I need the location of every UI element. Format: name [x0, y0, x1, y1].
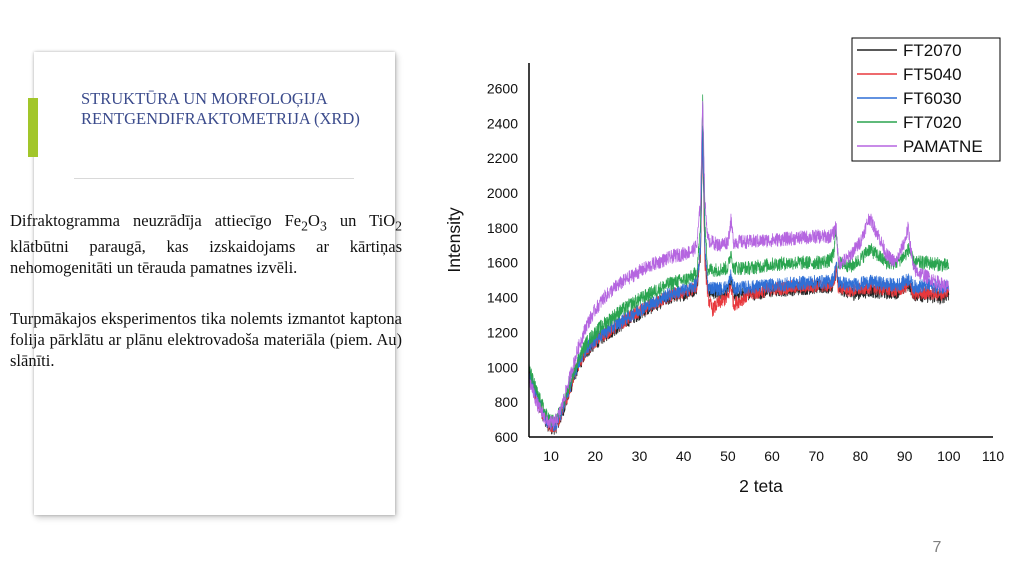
p1-sub-1: 2	[301, 218, 309, 234]
y-tick-label: 1000	[487, 359, 518, 375]
p1-text-1: Difraktogramma neuzrādīja attiecīgo Fe	[10, 211, 302, 230]
content-card	[34, 52, 395, 515]
p1-sub-2: 3	[319, 218, 327, 234]
legend: FT2070 FT5040 FT6030 FT7020 PAMATNE	[851, 37, 1001, 162]
series-layer	[528, 94, 950, 435]
p1-text-4: klātbūtni paraugā, kas izskaidojams ar k…	[10, 237, 402, 278]
y-axis-title: Intensity	[444, 207, 464, 272]
y-tick-label: 800	[495, 394, 519, 410]
x-axis-title: 2 teta	[739, 476, 783, 496]
y-tick-label: 2600	[487, 80, 518, 96]
legend-label-ft5040: FT5040	[903, 65, 962, 84]
page-number: 7	[932, 539, 942, 556]
p1-text-3: un TiO	[326, 211, 396, 230]
title-accent-bar	[28, 98, 38, 157]
x-tick-label: 90	[897, 448, 913, 464]
y-tick-label: 2000	[487, 185, 518, 201]
y-tick-label: 1200	[487, 324, 518, 340]
title-divider	[74, 178, 354, 179]
legend-label-ft7020: FT7020	[903, 113, 962, 132]
paragraph-next-steps: Turpmākajos eksperimentos tika nolemts i…	[10, 309, 402, 370]
p1-text-2: O	[308, 211, 320, 230]
x-tick-label: 110	[982, 448, 1005, 464]
x-tick-label: 20	[587, 448, 603, 464]
legend-label-ft6030: FT6030	[903, 89, 962, 108]
series-line-ft7020	[528, 94, 950, 427]
p1-sub-3: 2	[395, 218, 402, 234]
x-tick-label: 60	[764, 448, 780, 464]
x-tick-label: 80	[853, 448, 869, 464]
x-tick-label: 10	[543, 448, 559, 464]
y-tick-label: 1800	[487, 220, 518, 236]
y-tick-label: 2400	[487, 115, 518, 131]
legend-label-ft2070: FT2070	[903, 41, 962, 60]
x-tick-label: 40	[676, 448, 692, 464]
legend-label-pamatne: PAMATNE	[903, 137, 983, 156]
y-tick-label: 1400	[487, 290, 518, 306]
x-tick-label: 50	[720, 448, 736, 464]
series-line-pamatne	[528, 100, 950, 430]
paragraph-findings: Difraktogramma neuzrādīja attiecīgo Fe2O…	[10, 210, 402, 278]
axes-layer: 10 20 30 40 50 60 70 80 90 100 110 600 800 1000 1200 14…	[487, 63, 1005, 464]
slide-title: STRUKTŪRA UN MORFOLOĢIJA RENTGENDIFRAKTO…	[81, 89, 360, 128]
series-line-ft5040	[528, 145, 950, 433]
x-tick-label: 70	[808, 448, 824, 464]
y-tick-label: 1600	[487, 255, 518, 271]
legend-box	[851, 37, 1001, 162]
y-tick-label: 600	[495, 429, 519, 445]
series-line-ft6030	[528, 125, 950, 432]
x-tick-label: 100	[937, 448, 961, 464]
y-tick-label: 2200	[487, 150, 518, 166]
x-tick-label: 30	[632, 448, 648, 464]
